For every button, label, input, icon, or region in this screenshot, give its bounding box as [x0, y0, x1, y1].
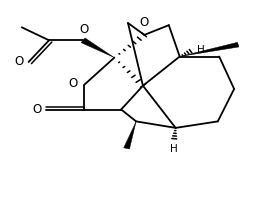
- Text: H: H: [197, 45, 205, 55]
- Text: O: O: [15, 55, 24, 68]
- Text: O: O: [68, 77, 78, 90]
- Text: O: O: [32, 103, 42, 116]
- Polygon shape: [180, 42, 239, 57]
- Text: O: O: [140, 16, 149, 30]
- Text: H: H: [170, 144, 178, 154]
- Polygon shape: [124, 121, 136, 149]
- Polygon shape: [81, 38, 114, 58]
- Text: O: O: [80, 23, 89, 35]
